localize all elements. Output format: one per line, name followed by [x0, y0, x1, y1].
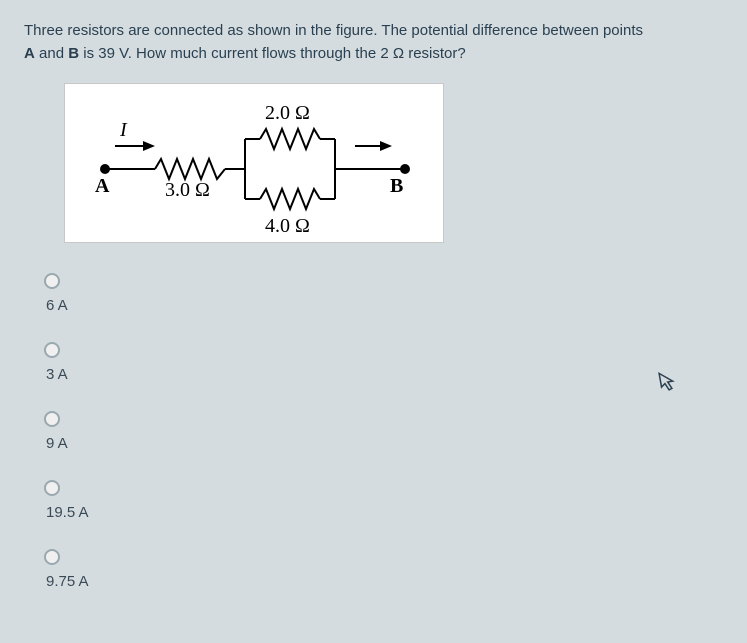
- option-3[interactable]: 19.5 A: [44, 480, 723, 521]
- label-I: I: [119, 119, 128, 141]
- option-label: 9 A: [46, 435, 68, 452]
- radio-icon[interactable]: [44, 342, 60, 358]
- option-0[interactable]: 6 A: [44, 273, 723, 314]
- q-line1: Three resistors are connected as shown i…: [24, 22, 643, 39]
- radio-icon[interactable]: [44, 480, 60, 496]
- r3-label: 4.0 Ω: [265, 215, 310, 237]
- q-mid: and: [35, 45, 68, 62]
- option-1[interactable]: 3 A: [44, 342, 723, 383]
- r2-label: 2.0 Ω: [265, 102, 310, 124]
- radio-icon[interactable]: [44, 273, 60, 289]
- q-boldB: B: [68, 45, 79, 62]
- option-label: 6 A: [46, 297, 68, 314]
- label-A: A: [95, 175, 110, 197]
- option-2[interactable]: 9 A: [44, 411, 723, 452]
- options-group: 6 A 3 A 9 A 19.5 A 9.75 A: [44, 273, 723, 590]
- option-label: 3 A: [46, 366, 68, 383]
- q-suffix: is 39 V. How much current flows through …: [79, 45, 466, 62]
- r1-label: 3.0 Ω: [165, 179, 210, 201]
- radio-icon[interactable]: [44, 411, 60, 427]
- question-text: Three resistors are connected as shown i…: [24, 20, 723, 65]
- option-label: 9.75 A: [46, 573, 89, 590]
- option-label: 19.5 A: [46, 504, 89, 521]
- label-B: B: [390, 175, 403, 197]
- option-4[interactable]: 9.75 A: [44, 549, 723, 590]
- q-boldA: A: [24, 45, 35, 62]
- circuit-figure: A I 3.0 Ω 2.0 Ω 4.0 Ω B: [64, 83, 444, 243]
- radio-icon[interactable]: [44, 549, 60, 565]
